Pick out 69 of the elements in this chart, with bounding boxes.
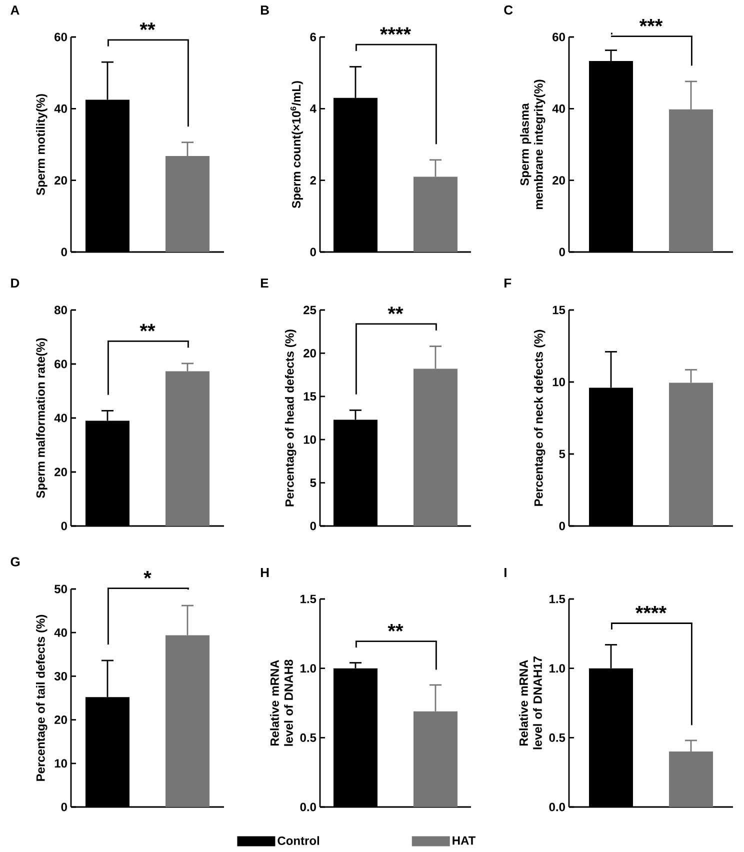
- y-tick-label: 4: [310, 104, 316, 113]
- chart-title: A: [10, 6, 20, 15]
- y-tick-label: 2: [310, 176, 316, 185]
- text: *: [144, 571, 152, 578]
- y-tick-label: 1.0: [550, 664, 565, 673]
- annotation: **: [388, 624, 404, 632]
- y-axis-title: Percentage of tail defects (%): [36, 614, 48, 781]
- y-tick-label: 0: [61, 522, 67, 530]
- y-axis-title: Relative mRNA level of DNAH17: [519, 656, 542, 750]
- y-tick-label: 40: [54, 104, 67, 113]
- y-tick-label: 20: [304, 348, 316, 358]
- annotation: **: [140, 324, 156, 332]
- y-tick-label: 20: [552, 176, 565, 185]
- y-tick-label: 10: [304, 435, 316, 444]
- y-tick-label: 1.5: [300, 594, 316, 604]
- y-tick-label: 60: [552, 32, 565, 42]
- y-tick-label: 50: [54, 584, 67, 594]
- y-tick-label: 0.5: [300, 733, 316, 742]
- y-tick-label: 10: [552, 378, 565, 386]
- text: ***: [639, 19, 663, 26]
- y-tick-label: 15: [552, 306, 566, 314]
- y-axis-title: Relative mRNA level of DNAH8: [270, 660, 293, 746]
- y-tick-label: 10: [54, 759, 67, 768]
- chart-title: H: [260, 568, 269, 577]
- y-tick-label: 40: [54, 628, 67, 637]
- chart-title: D: [11, 278, 20, 288]
- y-tick-label: 60: [54, 360, 67, 368]
- chart-title: E: [260, 278, 268, 288]
- y-axis-title: Sperm count(×10$^{6}$/mL): [290, 81, 303, 208]
- chart-title: I: [504, 568, 506, 577]
- y-tick-label: 40: [54, 414, 67, 422]
- y-tick-label: 40: [552, 104, 565, 113]
- text: **: [140, 22, 156, 30]
- y-tick-label: 1.0: [300, 664, 316, 673]
- chart-title: C: [504, 5, 513, 15]
- y-tick-label: 20: [54, 468, 67, 476]
- y-tick-label: 20: [54, 176, 67, 185]
- y-tick-label: 0: [310, 248, 316, 256]
- y-tick-label: 25: [304, 306, 316, 314]
- y-tick-label: 30: [54, 672, 67, 680]
- chart-title: B: [260, 6, 269, 15]
- chart-title: G: [10, 557, 20, 566]
- y-tick-label: 5: [559, 450, 566, 458]
- y-tick-label: 60: [54, 32, 67, 42]
- annotation: ****: [635, 606, 667, 614]
- y-tick-label: 15: [304, 392, 316, 401]
- y-tick-label: 0: [61, 802, 67, 812]
- y-tick-label: 80: [54, 306, 67, 314]
- y-tick-label: 0: [559, 248, 565, 256]
- y-tick-label: 6: [310, 32, 316, 42]
- y-axis-title: Sperm malformation rate(%): [36, 338, 48, 498]
- annotation: **: [388, 306, 404, 314]
- y-axis-title: Sperm plasma membrane integrity(%): [520, 80, 546, 210]
- y-tick-label: 0: [310, 522, 316, 530]
- y-tick-label: 0.0: [549, 802, 565, 812]
- y-axis-title: Sperm motility(%): [36, 94, 48, 196]
- y-tick-label: 1.5: [550, 594, 566, 604]
- y-axis-title: Percentage of neck defects (%): [534, 330, 546, 506]
- text: ****: [380, 27, 412, 35]
- chart-title: F: [504, 278, 512, 288]
- legend-label: Control: [278, 836, 320, 845]
- y-axis-title: Percentage of head defects (%): [285, 330, 296, 506]
- y-tick-label: 0: [61, 248, 67, 256]
- y-tick-label: 5: [310, 478, 316, 487]
- legend-label: HAT: [452, 836, 476, 845]
- y-tick-label: 0.5: [549, 733, 566, 742]
- y-tick-label: 0.0: [300, 802, 316, 812]
- y-tick-label: 0: [559, 522, 565, 530]
- y-tick-label: 20: [54, 716, 67, 724]
